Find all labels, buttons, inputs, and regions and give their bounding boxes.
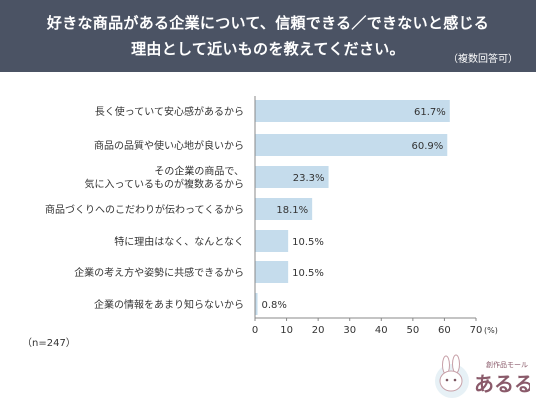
title-banner: 好きな商品がある企業について、信頼できる／できないと感じる 理由として近いものを… — [0, 0, 536, 72]
category-label-3: 商品づくりへのこだわりが伝わってくるから — [45, 203, 244, 216]
x-tick-label-0: 0 — [252, 325, 258, 336]
sample-size: （n=247） — [22, 338, 76, 349]
x-tick-label-7: 70 — [470, 325, 483, 336]
category-label-2-0: その企業の商品で、 — [154, 165, 244, 178]
logo-small-text: 創作品モール — [486, 360, 528, 369]
x-tick-label-6: 60 — [438, 325, 451, 336]
category-label-0: 長く使っていて安心感があるから — [95, 105, 244, 118]
data-label-2: 23.3% — [293, 173, 325, 184]
bar-5 — [255, 261, 289, 283]
data-label-0: 61.7% — [414, 107, 446, 118]
x-tick-label-4: 40 — [375, 325, 388, 336]
bar-2 — [255, 166, 329, 188]
category-label-6: 企業の情報をあまり知らないから — [94, 298, 244, 311]
category-label-2-1: 気に入っているものが複数あるから — [85, 178, 245, 191]
bar-0 — [255, 100, 450, 122]
bar-6 — [255, 293, 258, 315]
data-label-5: 10.5% — [292, 268, 324, 279]
x-axis-unit: (%) — [484, 326, 498, 335]
bar-4 — [255, 230, 289, 252]
chart-title-line-2: 理由として近いものを教えてください。 — [131, 40, 405, 58]
data-label-4: 10.5% — [292, 237, 324, 248]
x-tick-label-3: 30 — [343, 325, 356, 336]
aruru-logo: 創作品モール あるる — [435, 354, 530, 398]
x-tick-label-2: 20 — [312, 325, 325, 336]
multiple-answer-note: （複数回答可） — [448, 54, 518, 65]
bar-3 — [255, 198, 313, 220]
category-label-4: 特に理由はなく、なんとなく — [114, 235, 244, 248]
data-label-1: 60.9% — [411, 141, 443, 152]
category-label-5: 企業の考え方や姿勢に共感できるから — [74, 266, 244, 279]
data-label-3: 18.1% — [276, 205, 308, 216]
x-tick-label-5: 50 — [406, 325, 419, 336]
category-label-1: 商品の品質や使い心地が良いから — [94, 139, 244, 152]
data-label-6: 0.8% — [262, 300, 287, 311]
bar-1 — [255, 134, 448, 156]
x-tick-label-1: 10 — [280, 325, 293, 336]
logo-brand-text: あるる — [474, 372, 530, 396]
chart-title-line-1: 好きな商品がある企業について、信頼できる／できないと感じる — [46, 14, 490, 32]
